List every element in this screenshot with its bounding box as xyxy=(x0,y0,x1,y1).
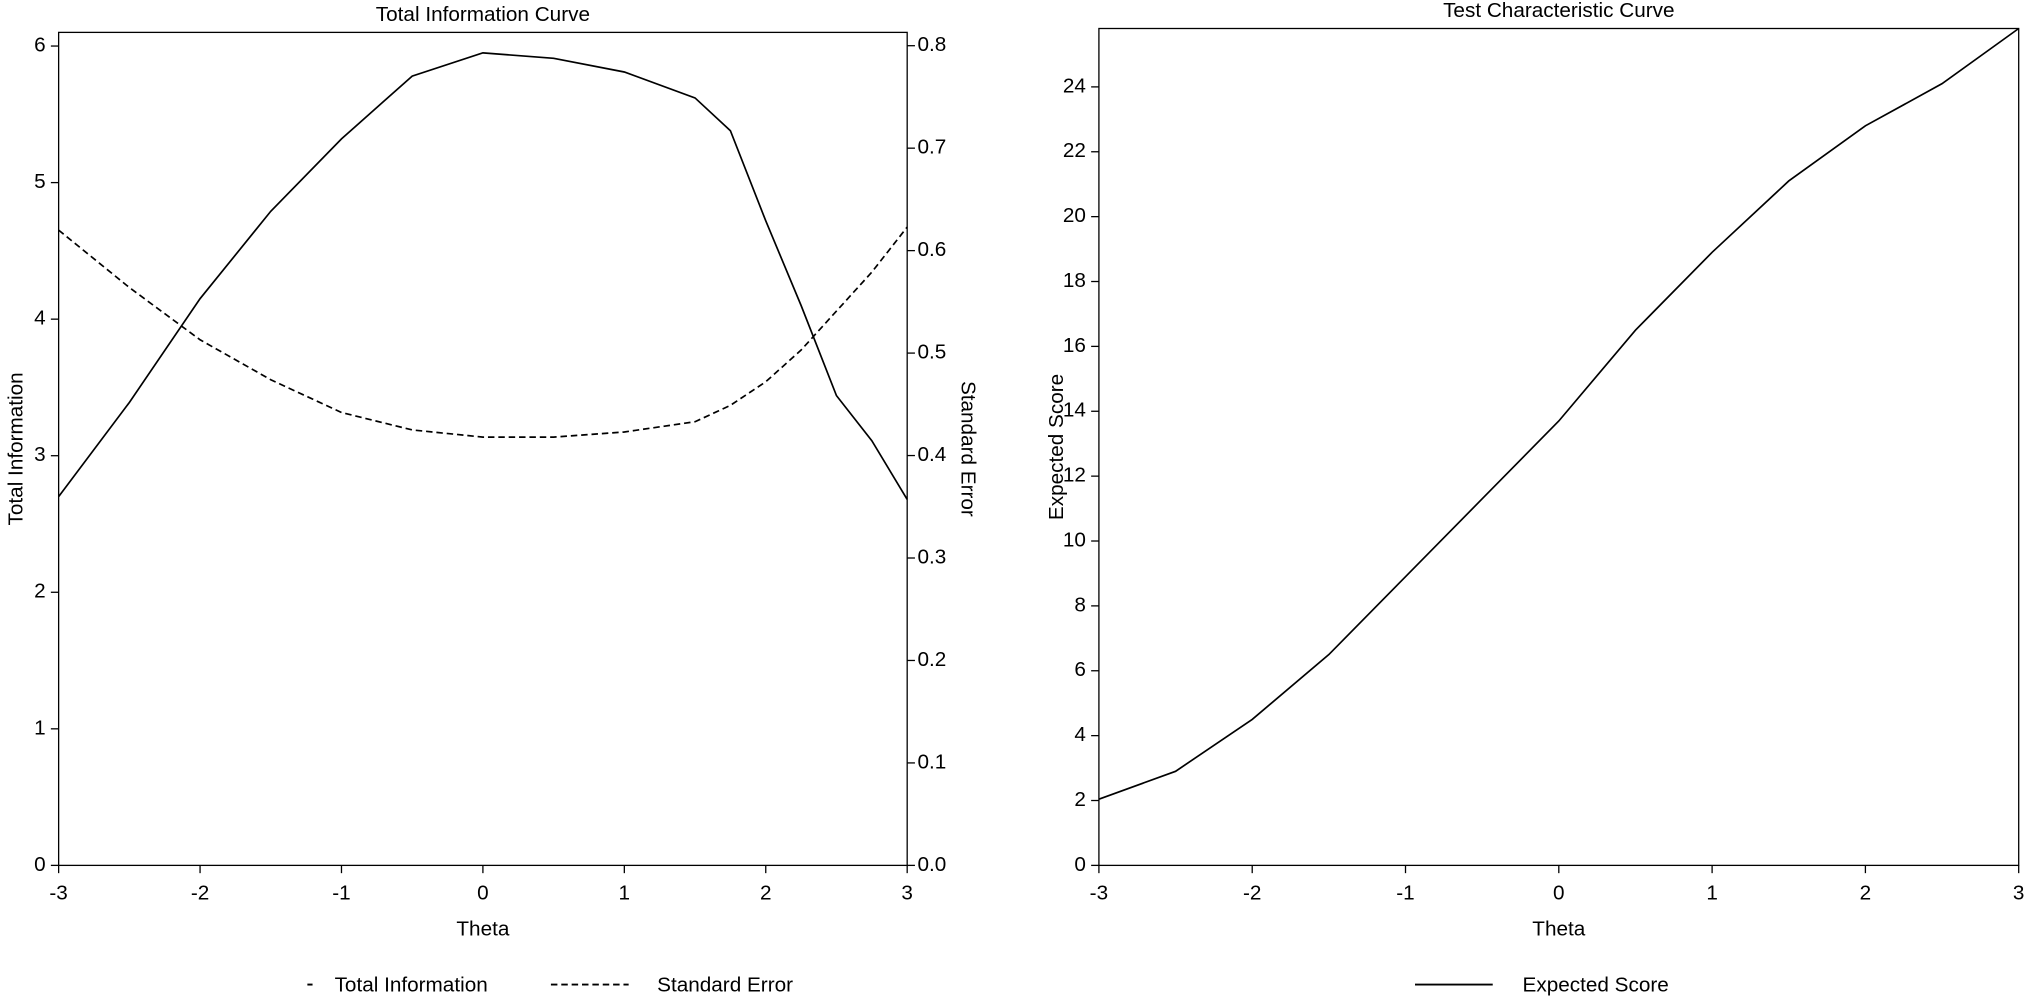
y2-tick-label: 0.0 xyxy=(918,853,947,876)
x-tick-label: -2 xyxy=(1243,881,1261,904)
y-tick-label: 22 xyxy=(1063,139,1086,162)
y-tick-label: 4 xyxy=(34,307,46,330)
y2-tick-label: 0.3 xyxy=(918,545,947,568)
y-tick-label: 2 xyxy=(34,580,46,603)
chart-title: Test Characteristic Curve xyxy=(1443,0,1674,22)
x-tick-label: -3 xyxy=(1090,881,1108,904)
x-axis-label: Theta xyxy=(1532,918,1585,941)
legend-label: Expected Score xyxy=(1523,973,1669,996)
y2-tick-label: 0.5 xyxy=(918,341,947,364)
y-tick-label: 0 xyxy=(34,853,46,876)
y-tick-label: 5 xyxy=(34,170,46,193)
y-axis-label: Total Information xyxy=(5,372,28,525)
x-tick-label: -3 xyxy=(49,881,67,904)
x-tick-label: 2 xyxy=(760,881,772,904)
y-tick-label: 4 xyxy=(1074,723,1086,746)
chart-title: Total Information Curve xyxy=(376,3,590,26)
x-tick-label: 1 xyxy=(619,881,631,904)
x-tick-label: 3 xyxy=(2013,881,2025,904)
x-tick-label: 2 xyxy=(1860,881,1872,904)
y-tick-label: 8 xyxy=(1074,593,1086,616)
series-line xyxy=(57,52,908,500)
x-tick-label: 0 xyxy=(477,881,489,904)
y-tick-label: 0 xyxy=(1074,853,1086,876)
y2-axis-label: Standard Error xyxy=(956,381,979,517)
x-tick-label: -2 xyxy=(191,881,209,904)
plot-frame xyxy=(57,31,908,867)
x-tick-label: 1 xyxy=(1706,881,1718,904)
y2-tick-label: 0.4 xyxy=(918,443,947,466)
y2-tick-label: 0.2 xyxy=(918,648,947,671)
legend-label: Total Information xyxy=(335,973,488,996)
y-tick-label: 24 xyxy=(1063,74,1086,97)
y2-tick-label: 0.1 xyxy=(918,750,947,773)
y-tick-label: 16 xyxy=(1063,334,1086,357)
x-tick-label: -1 xyxy=(332,881,350,904)
y2-tick-label: 0.6 xyxy=(918,238,947,261)
legend-label: Standard Error xyxy=(657,973,793,996)
series-line xyxy=(1098,27,2020,801)
x-tick-label: 0 xyxy=(1553,881,1565,904)
y2-tick-label: 0.8 xyxy=(918,33,947,56)
y-tick-label: 12 xyxy=(1063,464,1086,487)
series-line xyxy=(58,226,908,438)
y-tick-label: 3 xyxy=(34,443,46,466)
x-tick-label: 3 xyxy=(901,881,913,904)
y-tick-label: 1 xyxy=(34,716,46,739)
y-tick-label: 2 xyxy=(1074,788,1086,811)
y-axis-label: Expected Score xyxy=(1045,374,1068,520)
y-tick-label: 6 xyxy=(1074,658,1086,681)
plot-frame xyxy=(1098,27,2020,867)
y2-tick-label: 0.7 xyxy=(918,136,947,159)
y-tick-label: 6 xyxy=(34,34,46,57)
x-tick-label: -1 xyxy=(1396,881,1414,904)
y-tick-label: 20 xyxy=(1063,204,1086,227)
y-tick-label: 18 xyxy=(1063,269,1086,292)
y-tick-label: 10 xyxy=(1063,528,1086,551)
x-axis-label: Theta xyxy=(456,918,509,941)
y-tick-label: 14 xyxy=(1063,399,1086,422)
